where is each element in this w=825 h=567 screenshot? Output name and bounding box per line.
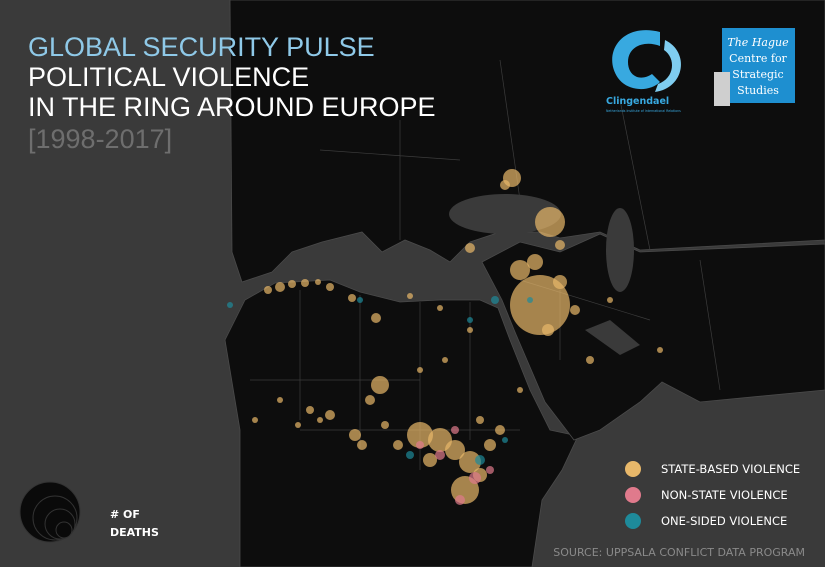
legend-swatch [625,487,641,503]
conflict-bubble [365,395,375,405]
legend: STATE-BASED VIOLENCE NON-STATE VIOLENCE ON… [625,461,800,529]
conflict-bubble [416,441,424,449]
conflict-bubble [295,422,301,428]
logo-line: The Hague [727,36,789,49]
conflict-bubble [325,410,335,420]
conflict-bubble [357,440,367,450]
conflict-bubble [301,279,309,287]
conflict-bubble [570,305,580,315]
source: SOURCE: UPPSALA CONFLICT DATA PROGRAM [553,546,805,559]
conflict-bubble [252,417,258,423]
size-legend-label: DEATHS [110,526,159,539]
conflict-bubble [437,305,443,311]
legend-swatch [625,461,641,477]
conflict-bubble [484,439,496,451]
asia [481,233,825,441]
logo-line: Centre for [729,52,787,65]
persian-gulf [585,320,640,355]
conflict-bubbles [227,169,663,505]
conflict-bubble [500,180,510,190]
conflict-bubble [476,416,484,424]
conflict-bubble [306,406,314,414]
conflict-bubble [502,437,508,443]
size-legend: # OF DEATHS [19,481,159,543]
legend-label: NON-STATE VIOLENCE [661,488,788,502]
legend-label: STATE-BASED VIOLENCE [661,462,800,476]
conflict-bubble [553,275,567,289]
conflict-bubble [465,243,475,253]
conflict-bubble [423,453,437,467]
conflict-bubble [417,367,423,373]
conflict-bubble [288,280,296,288]
conflict-bubble [227,302,233,308]
conflict-bubble [357,297,363,303]
legend-swatch [625,513,641,529]
hcss-logo: The Hague Centre for Strategic Studies [714,28,795,106]
conflict-bubble [657,347,663,353]
conflict-bubble [277,397,283,403]
period: [1998-2017] [28,124,172,154]
conflict-bubble [535,207,565,237]
conflict-bubble [586,356,594,364]
conflict-bubble [317,417,323,423]
conflict-bubble [442,357,448,363]
conflict-bubble [510,260,530,280]
clingendael-logo: Clingendael Netherlands Institute of Int… [606,30,681,113]
conflict-bubble [475,455,485,465]
logo-tagline: Netherlands Institute of International R… [606,109,681,113]
conflict-bubble [406,451,414,459]
conflict-bubble [467,327,473,333]
conflict-bubble [275,282,285,292]
conflict-bubble [381,421,389,429]
conflict-bubble [469,472,481,484]
logo-swirl [612,30,660,90]
conflict-bubble [445,440,465,460]
logo-piece [714,72,730,106]
logo-name: Clingendael [606,96,669,107]
conflict-bubble [315,279,321,285]
conflict-bubble [435,450,445,460]
conflict-bubble [495,425,505,435]
conflict-bubble [349,429,361,441]
conflict-bubble [459,451,481,473]
title-line: POLITICAL VIOLENCE [28,62,309,92]
conflict-bubble [264,286,272,294]
conflict-bubble [467,317,473,323]
conflict-bubble [451,426,459,434]
conflict-bubble [407,293,413,299]
logo-swirl [655,40,682,92]
conflict-bubble [348,294,356,302]
conflict-bubble [527,297,533,303]
conflict-bubble [607,297,613,303]
conflict-bubble [407,422,433,448]
kicker: GLOBAL SECURITY PULSE [28,32,375,62]
conflict-bubble [455,495,465,505]
conflict-bubble [527,254,543,270]
conflict-bubble [542,324,554,336]
conflict-bubble [486,466,494,474]
conflict-bubble [393,440,403,450]
black-sea [449,194,561,234]
conflict-bubble [517,387,523,393]
caspian-sea [606,208,634,292]
conflict-bubble [371,313,381,323]
legend-label: ONE-SIDED VIOLENCE [661,514,787,528]
africa [224,279,579,567]
conflict-bubble [510,275,570,335]
conflict-bubble [491,296,499,304]
logo-line: Strategic [732,68,783,81]
conflict-bubble [555,240,565,250]
conflict-bubble [326,283,334,291]
logo-box [722,28,795,103]
size-circle [55,521,73,539]
size-legend-label: # OF [110,508,140,521]
title-line: IN THE RING AROUND EUROPE [28,92,436,122]
conflict-bubble [371,376,389,394]
logo-line: Studies [737,84,779,97]
